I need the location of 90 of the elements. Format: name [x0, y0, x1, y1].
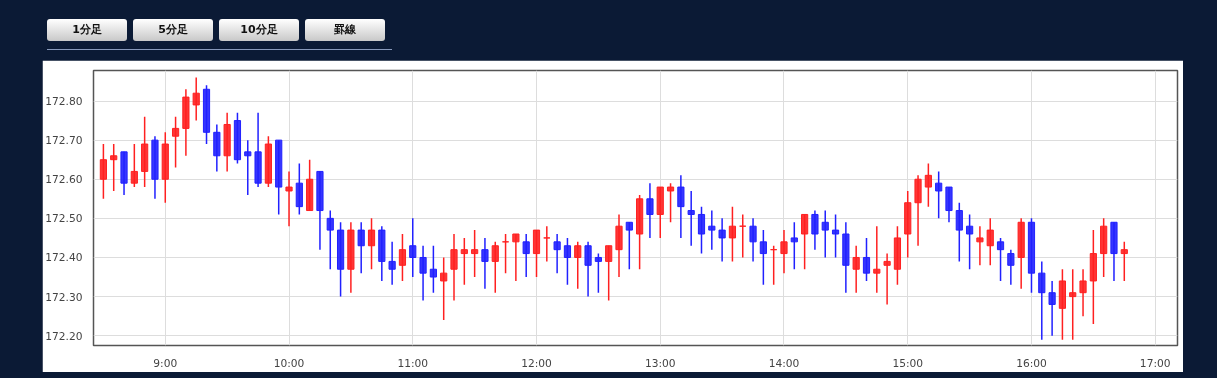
x-tick-label: 13:00 — [644, 356, 676, 370]
candlestick — [852, 245, 860, 294]
candlestick — [914, 174, 922, 247]
candlestick — [543, 225, 551, 263]
candlestick — [986, 217, 994, 267]
candlestick — [976, 225, 984, 267]
text: 5分足 — [133, 19, 213, 41]
candlestick — [1120, 241, 1128, 282]
candlestick — [801, 213, 809, 270]
candlestick — [862, 237, 871, 282]
candlestick — [594, 252, 602, 294]
candlestick — [966, 213, 974, 270]
x-tick-label: 9:00 — [153, 356, 178, 370]
candlestick — [357, 221, 365, 274]
candlestick — [935, 170, 943, 220]
candlestick — [553, 233, 561, 274]
candlestick — [924, 162, 932, 208]
y-tick-label: 172.30 — [45, 290, 83, 304]
candlestick — [491, 241, 499, 294]
x-tick-label: 11:00 — [397, 356, 429, 370]
candlestick — [522, 233, 530, 278]
candlestick — [244, 139, 252, 196]
candlestick — [831, 213, 840, 259]
candlestick — [471, 229, 479, 278]
candlestick — [625, 221, 633, 270]
candlestick — [110, 143, 118, 192]
candlestick — [883, 252, 891, 306]
candlestick — [130, 143, 138, 188]
candlestick — [605, 245, 613, 302]
candlestick — [728, 205, 737, 263]
candlestick — [646, 182, 654, 239]
candlestick — [409, 217, 417, 278]
candlestick — [99, 143, 107, 200]
text: 1分足 — [47, 19, 127, 41]
candlestick — [367, 217, 376, 270]
candlestick — [295, 162, 303, 216]
candlestick — [759, 229, 767, 286]
text: 10分足 — [219, 19, 299, 41]
candlestick — [821, 209, 829, 259]
candlestick — [563, 237, 572, 286]
candlestick — [708, 209, 716, 251]
candlestick — [945, 186, 953, 224]
x-tick-label: 14:00 — [768, 356, 800, 370]
y-tick-label: 172.60 — [45, 173, 83, 187]
candlestick — [749, 217, 757, 263]
y-tick-label: 172.50 — [45, 212, 83, 226]
y-tick-label: 172.40 — [45, 251, 83, 265]
candlestick — [790, 221, 798, 270]
x-tick-label: 17:00 — [1139, 356, 1171, 370]
candlestick — [326, 209, 334, 270]
y-tick-label: 172.20 — [45, 329, 83, 343]
candlestick — [718, 217, 726, 263]
candlestick — [666, 182, 675, 224]
x-tick-label: 15:00 — [892, 356, 924, 370]
candlestick — [574, 241, 582, 290]
candlestick — [677, 174, 685, 239]
candlestick — [398, 233, 407, 282]
candlestick — [285, 170, 293, 227]
x-tick-label: 12:00 — [521, 356, 553, 370]
candlestick — [697, 205, 706, 255]
candlestick — [481, 237, 489, 290]
candlestick — [440, 256, 448, 321]
x-tick-label: 16:00 — [1016, 356, 1048, 370]
candlestick — [996, 237, 1005, 282]
candlestick — [1079, 268, 1087, 317]
candlestick — [429, 245, 437, 294]
candlestick — [615, 213, 623, 278]
candlestick — [192, 76, 200, 122]
candlestick — [171, 115, 180, 169]
candlestick — [780, 229, 788, 274]
candlestick — [532, 229, 541, 278]
candlestick — [1069, 268, 1077, 341]
candlestick — [1048, 280, 1056, 337]
y-tick-label: 172.70 — [45, 134, 83, 148]
candlestick — [388, 241, 396, 286]
candlestick — [955, 201, 963, 263]
x-tick-label: 10:00 — [273, 356, 305, 370]
candlestick — [460, 237, 468, 286]
candlestick — [687, 190, 695, 247]
candlestick — [1007, 248, 1015, 286]
text: 罫線 — [305, 19, 385, 41]
candlestick — [419, 245, 427, 302]
candlestick — [1038, 260, 1046, 341]
candlestick — [873, 225, 881, 294]
candlestick — [512, 233, 520, 282]
candlestick — [213, 123, 221, 173]
candlestick — [450, 233, 458, 302]
y-tick-label: 172.80 — [45, 95, 83, 109]
candlestick — [584, 241, 592, 298]
candlestick — [811, 209, 819, 251]
